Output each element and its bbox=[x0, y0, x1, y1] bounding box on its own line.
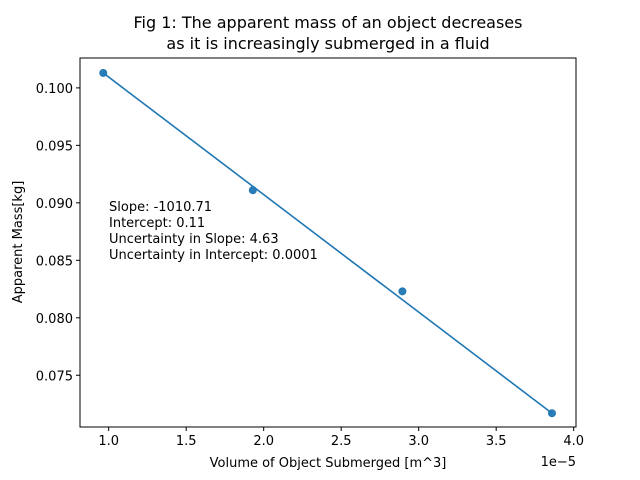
annotation-intercept-uncertainty: Uncertainty in Intercept: 0.0001 bbox=[109, 248, 318, 263]
x-tick-label: 1.0 bbox=[98, 434, 119, 449]
annotation-intercept: Intercept: 0.11 bbox=[109, 216, 205, 231]
y-tick-label: 0.100 bbox=[36, 82, 73, 97]
y-tick-label: 0.095 bbox=[36, 139, 73, 154]
x-axis: 1.0 1.5 2.0 2.5 3.0 3.5 4.0 bbox=[98, 427, 584, 449]
plot-frame bbox=[79, 57, 577, 428]
fit-line bbox=[102, 72, 553, 414]
x-tick-label: 3.5 bbox=[486, 434, 507, 449]
chart-title-line-2: as it is increasingly submerged in a flu… bbox=[166, 34, 489, 53]
annotation-slope: Slope: -1010.71 bbox=[109, 200, 212, 215]
chart-title-line-1: Fig 1: The apparent mass of an object de… bbox=[134, 13, 523, 32]
fit-annotation: Slope: -1010.71 Intercept: 0.11 Uncertai… bbox=[109, 200, 318, 263]
x-axis-label: Volume of Object Submerged [m^3] bbox=[210, 456, 447, 471]
x-tick-label: 1.5 bbox=[176, 434, 197, 449]
chart-marks bbox=[99, 68, 556, 418]
x-tick-label: 3.0 bbox=[408, 434, 429, 449]
y-tick-label: 0.090 bbox=[36, 197, 73, 212]
annotation-slope-uncertainty: Uncertainty in Slope: 4.63 bbox=[109, 232, 279, 247]
x-tick-label: 4.0 bbox=[563, 434, 584, 449]
x-tick-label: 2.0 bbox=[253, 434, 274, 449]
y-axis-label: Apparent Mass[kg] bbox=[11, 181, 26, 304]
y-axis: 0.075 0.080 0.085 0.090 0.095 0.100 bbox=[36, 82, 80, 384]
x-tick-label: 2.5 bbox=[331, 434, 352, 449]
y-tick-label: 0.080 bbox=[36, 312, 73, 327]
x-axis-offset-label: 1e−5 bbox=[541, 455, 576, 470]
y-tick-label: 0.085 bbox=[36, 254, 73, 269]
y-tick-label: 0.075 bbox=[36, 369, 73, 384]
data-point bbox=[398, 287, 407, 296]
